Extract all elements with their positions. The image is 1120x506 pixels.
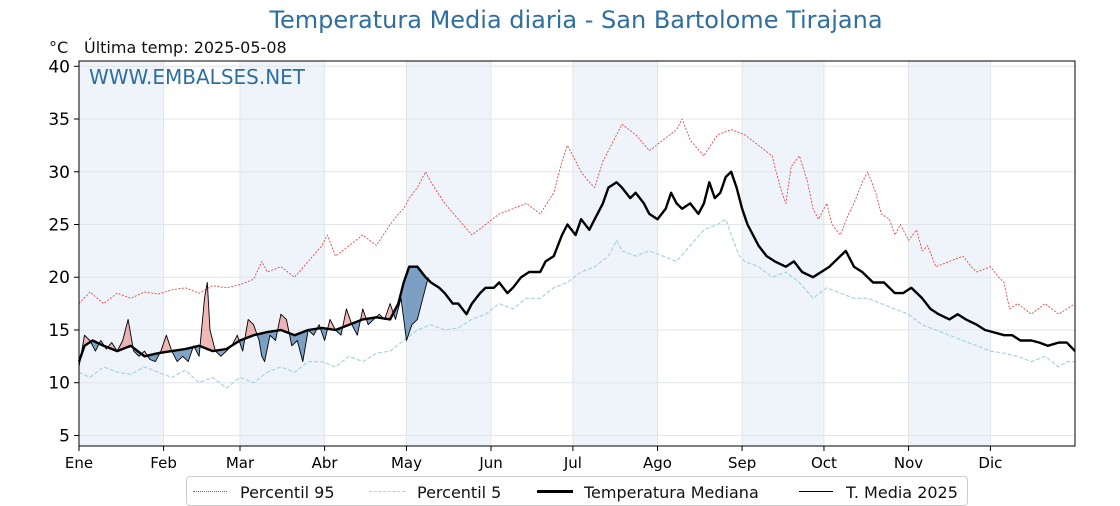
x-tick-label: Jul [563,454,582,472]
legend-swatch-median [537,490,573,493]
y-tick-label: 40 [48,57,70,77]
legend-label-p95: Percentil 95 [240,483,335,502]
watermark: WWW.EMBALSES.NET [89,65,306,89]
legend-swatch-p5 [369,491,405,492]
x-tick-label: Nov [894,454,923,472]
x-tick-label: Abr [312,454,339,472]
y-tick-label: 15 [48,321,70,341]
y-tick-label: 10 [48,374,70,394]
y-axis: 5 10 15 20 25 30 35 40 [48,57,79,446]
y-tick-label: 35 [48,110,70,130]
x-axis: Ene Feb Mar Abr May Jun Jul Ago Sep Oct Nov Dic [65,446,1003,472]
x-tick-label: Feb [150,454,177,472]
x-tick-label: Mar [226,454,255,472]
y-tick-label: 5 [59,426,70,446]
x-tick-label: Sep [728,454,756,472]
y-tick-label: 30 [48,163,70,183]
y-tick-label: 20 [48,268,70,288]
legend-label-current: T. Media 2025 [846,483,958,502]
temperature-chart: 5 10 15 20 25 30 35 40 Ene Feb Mar Abr May Jun Jul Ago… [0,0,1120,476]
y-tick-label: 25 [48,215,70,235]
x-tick-label: Oct [811,454,837,472]
legend-swatch-current [799,491,833,492]
legend-label-median: Temperatura Mediana [584,483,759,502]
x-tick-label: Ago [643,454,672,472]
x-tick-label: Jun [478,454,502,472]
x-tick-label: Ene [65,454,93,472]
x-tick-label: Dic [978,454,1002,472]
legend-swatch-p95 [193,491,227,492]
x-tick-label: May [391,454,422,472]
legend-label-p5: Percentil 5 [417,483,501,502]
legend: Percentil 95 Percentil 5 Temperatura Med… [186,476,968,506]
